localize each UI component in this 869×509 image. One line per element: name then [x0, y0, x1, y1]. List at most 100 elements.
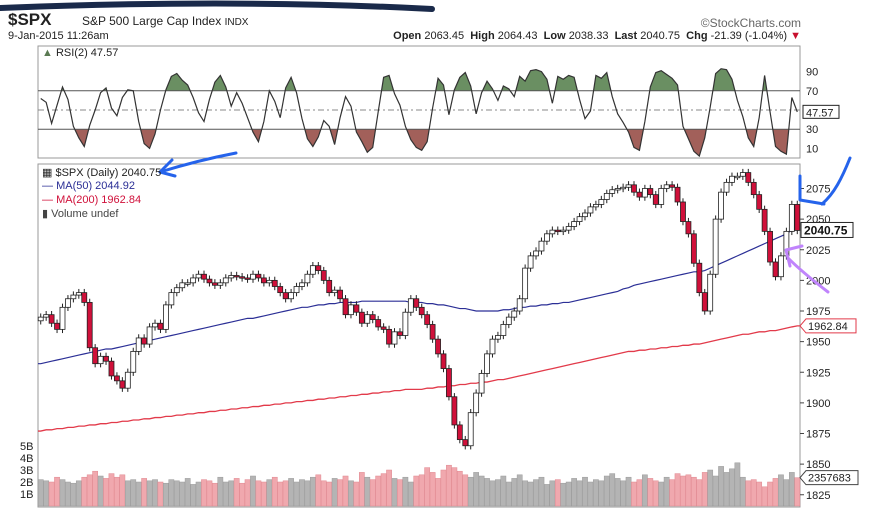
candle-body — [625, 184, 632, 188]
volume-bar — [277, 481, 284, 507]
chg-label: Chg — [686, 30, 708, 42]
rsi-line — [40, 68, 798, 158]
volume-bar — [239, 482, 245, 507]
volume-bar — [554, 479, 561, 507]
candle-body — [233, 275, 240, 278]
volume-bar — [658, 481, 665, 507]
volume-bar — [65, 481, 71, 507]
volume-bar — [217, 476, 224, 507]
exchange-label: INDX — [224, 17, 249, 28]
volume-bar — [652, 480, 659, 507]
candle-body — [462, 439, 469, 447]
ticker-symbol[interactable]: $SPX — [8, 10, 52, 29]
candle-body — [342, 298, 349, 316]
volume-bar — [342, 475, 349, 507]
candle-body — [402, 311, 409, 336]
volume-bar — [756, 481, 763, 507]
candle-body — [124, 371, 131, 389]
candle-body — [636, 191, 643, 198]
volume-bar — [375, 475, 382, 507]
annotation-arrow-ma — [786, 256, 830, 294]
volume-bar — [299, 479, 305, 507]
candle-body — [701, 292, 708, 312]
volume-bar — [691, 476, 697, 507]
candle-body — [598, 199, 605, 205]
candle-body — [620, 186, 627, 190]
candle-body — [326, 279, 333, 294]
candle-body — [772, 261, 779, 278]
volume-bar — [446, 464, 452, 507]
candle-body — [260, 277, 267, 284]
candle-body — [641, 188, 648, 198]
candle-body — [565, 226, 572, 231]
volume-bar — [168, 479, 175, 507]
annotation-arrow-legend — [158, 151, 238, 174]
volume-bar — [103, 478, 109, 507]
volume-bar — [424, 467, 431, 507]
volume-bar — [261, 481, 267, 507]
volume-bar — [233, 478, 240, 507]
volume-bar — [271, 476, 278, 507]
candle-body — [489, 338, 496, 355]
candle-body — [440, 353, 447, 369]
volume-bar — [141, 478, 147, 507]
volume-bar — [707, 469, 714, 507]
candle-body — [723, 181, 730, 193]
candle-body — [407, 298, 414, 313]
candle-body — [92, 347, 99, 365]
volume-bar — [250, 475, 256, 507]
down-arrow-icon: ▼ — [790, 30, 801, 42]
candle-body — [358, 311, 365, 324]
volume-bar — [108, 473, 115, 507]
candle-body — [380, 326, 387, 330]
candle-body — [119, 380, 126, 389]
volume-bar — [228, 480, 235, 507]
volume-bar — [576, 480, 583, 507]
candle-body — [767, 230, 773, 263]
volume-bar — [500, 475, 507, 507]
low-label: Low — [543, 30, 566, 42]
candle-body — [707, 273, 714, 312]
volume-bar — [266, 479, 273, 507]
brand-label[interactable]: ©StockCharts.com — [700, 16, 801, 30]
volume-bar — [761, 486, 768, 507]
candle-body — [696, 262, 703, 294]
annotation-arrow-price — [820, 156, 852, 206]
candle-body — [505, 316, 512, 325]
quote-datetime: 9-Jan-2015 11:26am — [8, 30, 109, 42]
volume-bar — [413, 475, 420, 507]
volume-bar — [146, 480, 153, 507]
volume-tag-label: 2357683 — [808, 473, 851, 485]
candle-body — [413, 298, 420, 308]
candle-body — [397, 331, 403, 336]
candle-body — [163, 304, 169, 330]
volume-bar — [794, 477, 801, 507]
volume-tick-label: 4B — [20, 453, 33, 465]
volume-bar — [582, 476, 588, 507]
open-label: Open — [393, 30, 422, 42]
volume-bar — [451, 467, 458, 507]
volume-bar — [348, 480, 354, 507]
candle-body — [582, 212, 588, 218]
volume-bar — [288, 478, 294, 507]
volume-tag — [799, 470, 859, 486]
volume-bar — [92, 470, 99, 507]
volume-bar — [70, 482, 77, 507]
volume-bar — [163, 482, 169, 507]
price-tick-label: 1925 — [806, 367, 830, 379]
candle-body — [239, 276, 246, 279]
candle-body — [304, 273, 311, 284]
volume-bar — [54, 476, 60, 507]
candle-body — [217, 282, 224, 286]
volume-bar — [767, 481, 773, 507]
candle-body — [794, 204, 801, 231]
candle-body — [663, 184, 670, 189]
price-legend-label: $SPX (Daily) 2040.75 — [55, 167, 162, 179]
low-value: 2038.33 — [568, 30, 609, 42]
candle-body — [456, 424, 463, 441]
volume-bar — [397, 479, 403, 507]
volume-bar — [315, 474, 322, 507]
volume-bar — [195, 481, 202, 507]
volume-bar — [527, 481, 534, 507]
